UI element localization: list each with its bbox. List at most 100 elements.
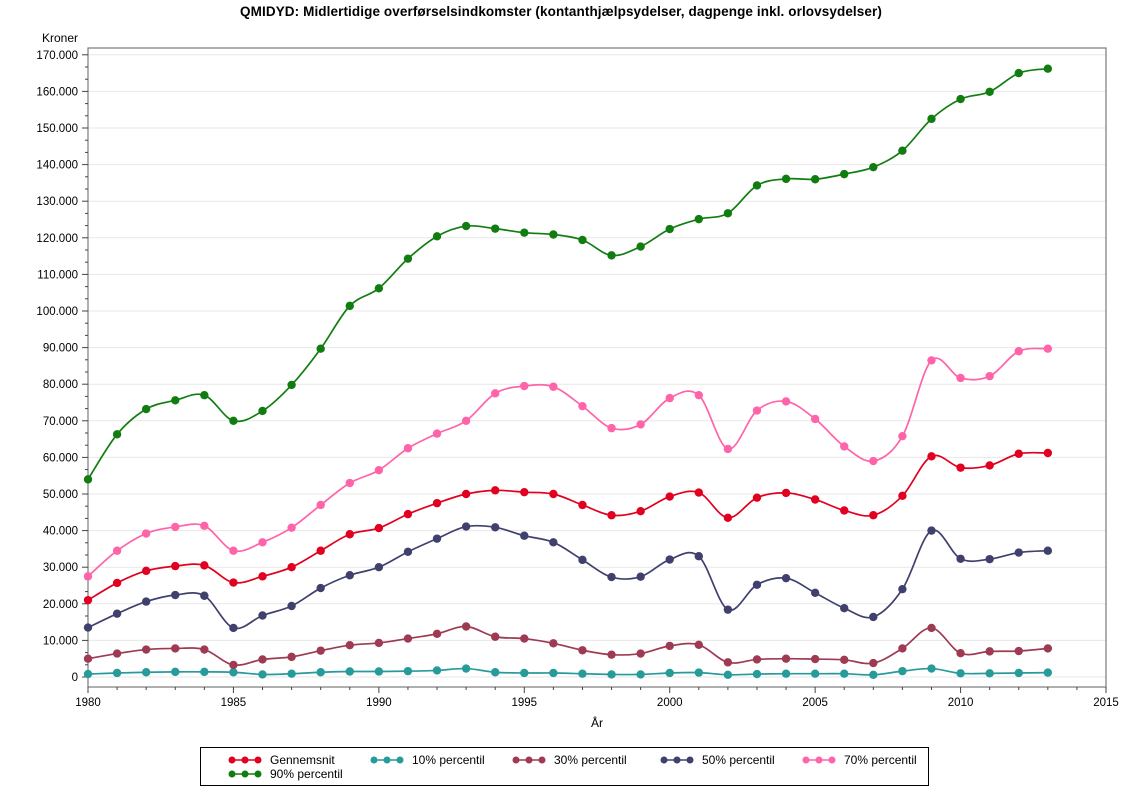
data-point: [549, 639, 558, 648]
data-point: [723, 658, 733, 667]
data-point: [316, 583, 325, 593]
data-point: [258, 611, 267, 620]
data-point: [578, 500, 587, 510]
data-point: [752, 580, 762, 589]
y-tick-label: 20.000: [43, 599, 78, 611]
y-tick-label: 10.000: [43, 635, 78, 647]
legend-label: 10% percentil: [412, 753, 485, 767]
data-point: [316, 668, 325, 677]
data-point: [578, 401, 587, 411]
data-point: [112, 609, 122, 618]
data-point: [607, 650, 616, 659]
x-tick-label: 2005: [802, 697, 828, 709]
data-point: [461, 664, 471, 673]
data-point: [1014, 347, 1023, 356]
legend-label: 50% percentil: [702, 753, 775, 767]
data-point: [985, 554, 994, 564]
data-point: [374, 563, 384, 572]
data-point: [258, 538, 267, 547]
data-point: [432, 232, 442, 241]
data-point: [345, 571, 354, 580]
data-point: [316, 344, 325, 353]
data-point: [1014, 668, 1023, 678]
data-point: [141, 566, 151, 576]
data-point: [694, 640, 704, 649]
data-point: [810, 414, 820, 424]
data-point: [345, 478, 354, 488]
data-point: [171, 522, 180, 532]
data-point: [956, 669, 965, 678]
data-point: [723, 209, 733, 218]
data-point: [869, 612, 878, 622]
data-point: [403, 634, 413, 643]
data-point: [403, 444, 413, 453]
y-tick-label: 160.000: [36, 86, 78, 98]
data-point: [723, 605, 733, 614]
data-point: [461, 416, 471, 425]
data-point: [345, 640, 354, 650]
data-point: [374, 466, 384, 475]
series-line: [87, 451, 1048, 601]
data-point: [607, 572, 616, 582]
data-point: [869, 511, 878, 520]
y-tick-label: 140.000: [36, 160, 78, 172]
data-point: [840, 442, 849, 451]
data-point: [607, 670, 616, 679]
y-tick-label: 130.000: [36, 196, 78, 208]
data-point: [316, 646, 325, 655]
data-point: [1014, 548, 1023, 557]
data-point: [840, 655, 849, 664]
x-axis: 1980 1985 1990 1995 2000 2005 2010 2015: [75, 687, 1119, 709]
data-point: [898, 491, 907, 501]
data-point: [810, 669, 820, 678]
legend-marker-icon: [370, 756, 404, 764]
data-point: [200, 390, 209, 400]
series-line: [87, 667, 1048, 676]
data-point: [810, 588, 820, 598]
legend-label: 90% percentil: [270, 767, 343, 781]
data-point: [694, 668, 704, 677]
data-point: [665, 224, 674, 234]
data-point: [520, 531, 529, 540]
data-point: [141, 529, 151, 538]
data-point: [752, 493, 762, 502]
data-point: [636, 507, 645, 516]
legend-item-5: 70% percentil: [801, 753, 917, 767]
data-point: [985, 647, 994, 656]
data-point: [694, 488, 704, 497]
data-point: [374, 523, 384, 533]
y-tick-label: 60.000: [43, 452, 78, 464]
x-tick-label: 1995: [511, 697, 537, 709]
data-point: [461, 221, 471, 231]
data-point: [578, 235, 587, 245]
data-point: [869, 670, 878, 680]
data-point: [752, 181, 762, 190]
y-tick-label: 150.000: [36, 123, 78, 135]
data-point: [1014, 68, 1023, 78]
data-point: [83, 595, 93, 605]
data-point: [229, 623, 238, 633]
data-point: [432, 534, 442, 543]
series-10-percentil: [83, 664, 1053, 680]
data-point: [694, 552, 704, 561]
series-90-percentil: [83, 64, 1053, 484]
data-point: [927, 356, 936, 365]
data-point: [83, 654, 93, 663]
data-point: [810, 495, 820, 504]
data-point: [200, 561, 209, 570]
data-point: [316, 500, 325, 510]
y-tick-label: 80.000: [43, 379, 78, 391]
data-point: [607, 251, 616, 260]
data-point: [461, 522, 471, 531]
data-point: [83, 572, 93, 581]
y-axis-label: Kroner: [42, 31, 79, 45]
data-point: [432, 498, 442, 508]
data-point: [810, 654, 820, 664]
data-point: [1043, 644, 1053, 653]
data-point: [781, 573, 791, 583]
y-tick-label: 40.000: [43, 526, 78, 538]
data-point: [985, 461, 994, 470]
series-70-percentil: [83, 344, 1053, 581]
